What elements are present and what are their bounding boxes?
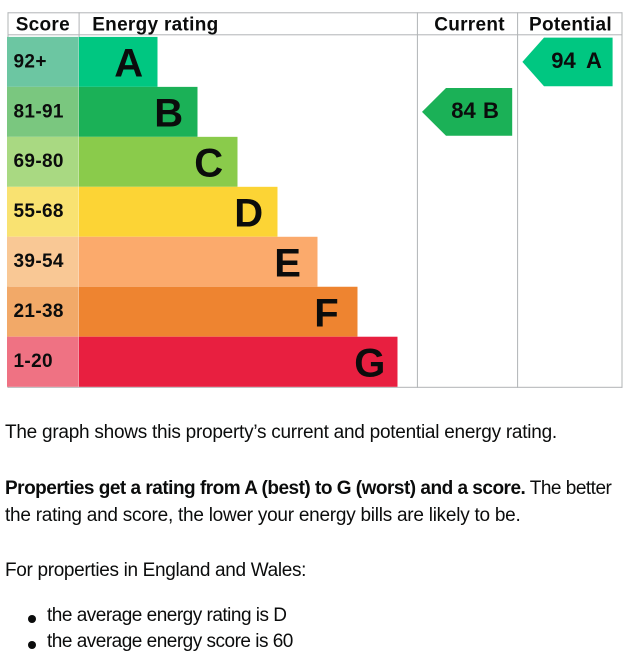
svg-text:C: C (194, 141, 223, 185)
svg-text:A: A (586, 48, 602, 73)
svg-text:A: A (114, 42, 143, 86)
svg-text:1-20: 1-20 (14, 351, 53, 372)
svg-text:D: D (234, 191, 263, 235)
svg-text:84: 84 (451, 98, 476, 123)
svg-text:B: B (483, 98, 499, 123)
svg-text:Score: Score (16, 14, 70, 35)
svg-text:E: E (274, 241, 301, 285)
svg-text:92+: 92+ (14, 51, 47, 72)
svg-text:Current: Current (434, 14, 505, 35)
svg-text:21-38: 21-38 (14, 301, 64, 322)
svg-text:55-68: 55-68 (14, 201, 64, 222)
svg-text:94: 94 (551, 48, 576, 73)
svg-text:81-91: 81-91 (14, 101, 64, 122)
svg-text:69-80: 69-80 (14, 151, 64, 172)
svg-text:Potential: Potential (529, 14, 612, 35)
svg-text:G: G (354, 341, 385, 385)
svg-text:Energy rating: Energy rating (92, 14, 218, 35)
svg-text:39-54: 39-54 (14, 251, 64, 272)
svg-text:F: F (314, 291, 338, 335)
svg-text:B: B (154, 91, 183, 135)
